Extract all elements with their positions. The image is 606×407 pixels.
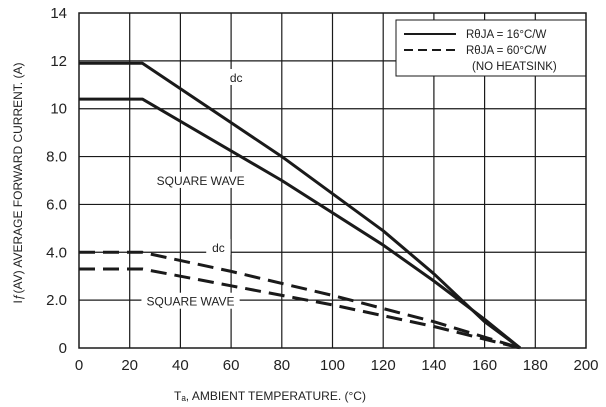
y-tick-label: 0 [59, 340, 67, 357]
annotation-label: SQUARE WAVE [157, 174, 245, 188]
x-tick-label: 20 [121, 357, 138, 374]
y-tick-label: 10 [50, 101, 67, 118]
solid-series-line-2 [79, 97, 522, 350]
x-tick-label: 0 [75, 357, 83, 374]
dashed-series-line-4 [79, 267, 521, 350]
x-tick-label: 140 [421, 357, 446, 374]
y-tick-label: 6.0 [46, 196, 67, 213]
annotation-background [141, 292, 240, 309]
series-lines [79, 61, 522, 350]
tick-labels: 0 20 40 60 80 100 120 140 160 180 200 0 2.0 4.0 6.0 8.0… [46, 5, 598, 374]
x-tick-label: 160 [472, 357, 497, 374]
legend: RθJA = 16°C/W RθJA = 60°C/W (NO HEATSINK… [395, 19, 587, 77]
annotation-label: dc [212, 241, 225, 255]
x-tick-label: 60 [223, 357, 240, 374]
annotation-label: SQUARE WAVE [147, 295, 235, 309]
legend-entry-dashed: RθJA = 60°C/W [466, 45, 546, 57]
y-axis-label: Iƒ(AV) AVERAGE FORWARD CURRENT. (A) [11, 63, 25, 304]
y-tick-label: 12 [50, 53, 67, 70]
annotation-label: dc [230, 71, 243, 85]
legend-entry-note: (NO HEATSINK) [472, 61, 557, 73]
dashed-series-line-3 [79, 250, 521, 350]
x-tick-label: 200 [573, 357, 598, 374]
grid [79, 13, 586, 348]
annotations: dc SQUARE WAVE dc SQUARE WAVE [141, 69, 250, 309]
y-tick-label: 2.0 [46, 292, 67, 309]
x-tick-label: 80 [273, 357, 290, 374]
y-tick-label: 14 [50, 5, 67, 22]
plot-frame [78, 12, 587, 349]
y-tick-label: 8.0 [46, 149, 67, 166]
x-tick-label: 120 [371, 357, 396, 374]
annotation-background [151, 171, 250, 188]
x-tick-label: 180 [523, 357, 548, 374]
x-tick-label: 100 [320, 357, 345, 374]
legend-entry-solid: RθJA = 16°C/W [466, 29, 546, 41]
x-tick-label: 40 [172, 357, 189, 374]
y-tick-label: 4.0 [46, 244, 67, 261]
x-axis-label: Tₐ, AMBIENT TEMPERATURE. (°C) [174, 389, 366, 403]
annotation-background [206, 238, 231, 255]
annotation-background [223, 69, 249, 85]
solid-series-line-1 [79, 61, 521, 350]
legend-box [395, 19, 587, 77]
